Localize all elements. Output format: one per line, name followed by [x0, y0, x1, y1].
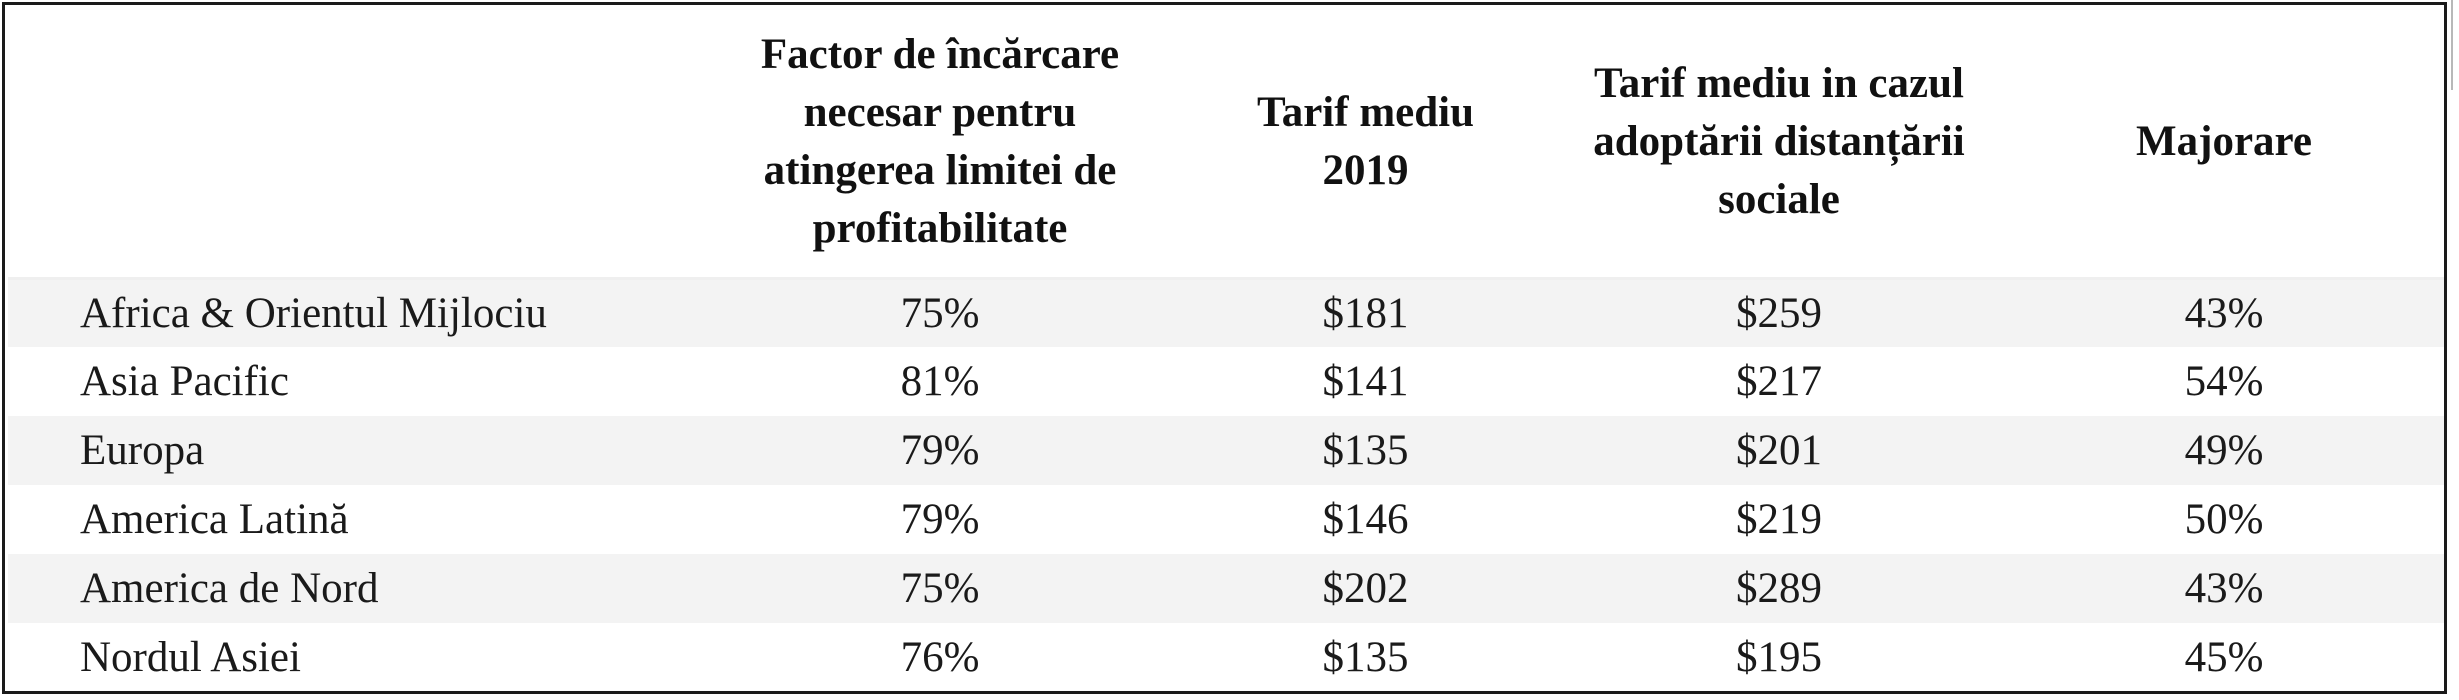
cell-load-factor: 79%	[900, 496, 980, 543]
cell-fare-distancing: $201	[1736, 427, 1822, 474]
cell-load-factor: 76%	[900, 634, 980, 681]
cell-increase: 49%	[2184, 427, 2264, 474]
header-row: Factor de încărcare necesar pentru ating…	[8, 8, 2444, 278]
cell-increase: 43%	[2184, 289, 2264, 337]
cell-fare-distancing: $217	[1736, 358, 1822, 405]
cell-region: Africa & Orientul Mijlociu	[80, 289, 547, 337]
cell-region: America Latină	[80, 496, 349, 543]
cell-region: Asia Pacific	[80, 358, 289, 405]
scan-edge-line	[2451, 0, 2453, 90]
header-line: Factor de încărcare	[760, 31, 1120, 79]
table-row: Europa 79% $135 $201 49%	[8, 416, 2444, 485]
table-row: Asia Pacific 81% $141 $217 54%	[8, 347, 2444, 416]
table-row: America Latină 79% $146 $219 50%	[8, 485, 2444, 554]
cell-fare-2019: $146	[1322, 496, 1409, 543]
cell-increase: 45%	[2184, 634, 2264, 681]
header-line: Tarif mediu in cazul	[1594, 60, 1964, 108]
cell-fare-2019: $135	[1322, 634, 1409, 681]
cell-region: Nordul Asiei	[80, 634, 301, 681]
cell-increase: 54%	[2184, 358, 2264, 405]
cell-region: Europa	[80, 427, 205, 474]
cell-fare-distancing: $195	[1736, 634, 1822, 681]
cell-fare-2019: $135	[1322, 427, 1409, 474]
header-cell-load-factor: Factor de încărcare necesar pentru ating…	[703, 8, 1177, 278]
header-line: 2019	[1322, 147, 1409, 195]
header-line: adoptării distanțării	[1593, 118, 1965, 166]
cell-load-factor: 79%	[900, 427, 980, 474]
cell-region: America de Nord	[80, 565, 379, 612]
cell-load-factor: 75%	[900, 565, 980, 612]
data-table: Factor de încărcare necesar pentru ating…	[8, 8, 2444, 692]
header-cell-fare-2019: Tarif mediu 2019	[1177, 8, 1554, 278]
header-line: Tarif mediu	[1256, 89, 1474, 137]
header-line: sociale	[1718, 176, 1840, 224]
cell-increase: 43%	[2184, 565, 2264, 612]
header-line: necesar pentru	[803, 89, 1077, 137]
table-body: Africa & Orientul Mijlociu 75% $181 $259…	[8, 278, 2444, 692]
cell-increase: 50%	[2184, 496, 2264, 543]
header-cell-increase: Majorare	[2004, 8, 2444, 278]
cell-fare-2019: $181	[1322, 289, 1409, 337]
cell-fare-distancing: $289	[1736, 565, 1822, 612]
table-header: Factor de încărcare necesar pentru ating…	[8, 8, 2444, 278]
cell-fare-2019: $202	[1322, 565, 1409, 612]
cell-fare-distancing: $219	[1736, 496, 1822, 543]
table-row: America de Nord 75% $202 $289 43%	[8, 554, 2444, 623]
table-row: Nordul Asiei 76% $135 $195 45%	[8, 623, 2444, 692]
cell-load-factor: 81%	[900, 358, 980, 405]
cell-fare-2019: $141	[1322, 358, 1409, 405]
header-cell-region	[8, 8, 703, 278]
cell-fare-distancing: $259	[1736, 289, 1822, 337]
header-cell-fare-distancing: Tarif mediu in cazul adoptării distanțăr…	[1554, 8, 2004, 278]
header-line: profitabilitate	[812, 205, 1068, 253]
cell-load-factor: 75%	[900, 289, 980, 337]
table-row: Africa & Orientul Mijlociu 75% $181 $259…	[8, 278, 2444, 347]
header-line: atingerea limitei de	[763, 147, 1117, 195]
header-line: Majorare	[2136, 118, 2312, 166]
